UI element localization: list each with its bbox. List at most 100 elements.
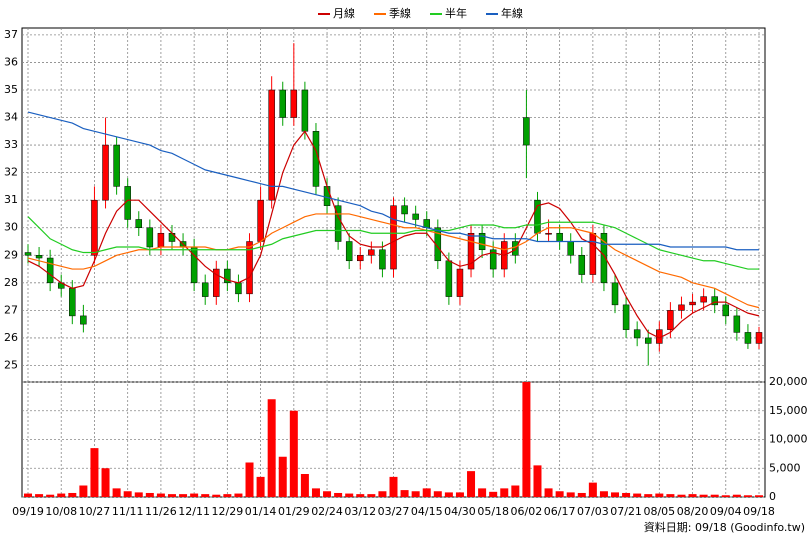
x-tick-label: 07/03 — [577, 505, 609, 518]
candle-body — [700, 296, 707, 303]
volume-bar — [223, 494, 232, 497]
candle-body — [512, 241, 519, 256]
x-tick-label: 06/17 — [544, 505, 576, 518]
candle-body — [157, 232, 165, 248]
volume-bar — [145, 492, 154, 497]
volume-bar — [677, 494, 686, 497]
source-note: 資料日期: 09/18 (Goodinfo.tw) — [644, 520, 805, 534]
x-tick-label: 07/21 — [610, 505, 642, 518]
volume-bar — [311, 488, 320, 497]
candle-body — [523, 117, 530, 146]
candle-body — [334, 205, 342, 242]
candle-body — [213, 268, 220, 297]
volume-bar — [511, 485, 520, 497]
candle-body — [589, 232, 597, 275]
candle-body — [711, 296, 718, 306]
volume-bar — [35, 494, 44, 497]
volume-bar — [622, 492, 631, 497]
volume-bar — [156, 493, 165, 497]
legend-label: 半年 — [445, 6, 467, 20]
x-tick-label: 12/29 — [212, 505, 244, 518]
candle-body — [46, 257, 54, 284]
candle-body — [644, 337, 652, 344]
volume-bar — [655, 493, 664, 497]
volume-bar — [533, 465, 542, 497]
volume-bar — [101, 468, 110, 497]
volume-bar — [134, 492, 143, 497]
volume-bar — [24, 493, 32, 497]
volume-bar — [212, 494, 221, 497]
volume-bar — [389, 476, 398, 497]
volume-bar — [112, 488, 121, 497]
volume-bar — [123, 491, 132, 497]
y-tick-label: 31 — [4, 193, 18, 206]
y2-tick-label: 5,000 — [769, 461, 801, 474]
y-tick-label: 26 — [4, 331, 18, 344]
volume-bar — [190, 493, 199, 497]
y-tick-label: 29 — [4, 248, 18, 261]
volume-bar — [688, 494, 697, 497]
volume-bar — [46, 494, 55, 497]
candle-body — [24, 252, 32, 256]
volume-bar — [444, 492, 453, 497]
candle-body — [722, 304, 730, 317]
candle-body — [301, 89, 309, 132]
x-tick-label: 03/12 — [344, 505, 376, 518]
y2-tick-label: 15,000 — [769, 404, 808, 417]
candle-body — [545, 232, 552, 235]
volume-bar — [245, 462, 254, 497]
volume-bar — [90, 448, 99, 497]
volume-bar — [743, 495, 752, 497]
y2-tick-label: 10,000 — [769, 433, 808, 446]
volume-bar — [588, 482, 597, 497]
x-tick-label: 09/04 — [710, 505, 742, 518]
candle-body — [379, 249, 386, 270]
y-tick-label: 30 — [4, 221, 18, 234]
candle-body — [246, 241, 253, 295]
volume-bar — [400, 490, 409, 497]
y-tick-label: 37 — [4, 28, 18, 41]
candle-body — [434, 227, 442, 262]
volume-bar — [500, 488, 509, 497]
candle-body — [235, 282, 242, 295]
ma-line — [27, 130, 760, 339]
volume-bar — [611, 492, 620, 497]
candle-body — [611, 282, 619, 306]
candle-body — [401, 205, 408, 215]
volume-bar — [422, 488, 431, 497]
y-tick-label: 36 — [4, 55, 18, 68]
volume-bar — [755, 495, 763, 497]
volume-bar — [599, 491, 608, 497]
candle-body — [578, 255, 586, 275]
candle-body — [445, 260, 453, 297]
candle-body — [257, 199, 264, 242]
candle-body — [744, 332, 752, 344]
candle-body — [224, 268, 231, 284]
candle-body — [69, 288, 76, 317]
volume-bar — [721, 495, 730, 497]
x-tick-label: 04/15 — [411, 505, 443, 518]
x-tick-label: 01/29 — [278, 505, 310, 518]
volume-bar — [411, 491, 420, 497]
volume-bar — [522, 382, 531, 497]
candle-body — [323, 186, 331, 206]
volume-bar — [544, 488, 553, 497]
volume-bar — [699, 494, 708, 497]
y-tick-label: 28 — [4, 276, 18, 289]
x-tick-label: 08/05 — [643, 505, 675, 518]
candle-body — [689, 301, 696, 306]
candle-body — [567, 241, 574, 256]
volume-bar — [378, 491, 387, 497]
candle-body — [279, 89, 286, 118]
candle-body — [201, 282, 209, 297]
volume-bar — [201, 494, 210, 497]
candle-body — [733, 315, 741, 333]
volume-bar — [345, 493, 354, 497]
x-tick-label: 09/18 — [743, 505, 775, 518]
volume-bar — [68, 492, 77, 497]
volume-bar — [367, 494, 376, 497]
candle-body — [390, 205, 397, 270]
y-tick-label: 32 — [4, 166, 18, 179]
volume-bar — [79, 485, 88, 497]
